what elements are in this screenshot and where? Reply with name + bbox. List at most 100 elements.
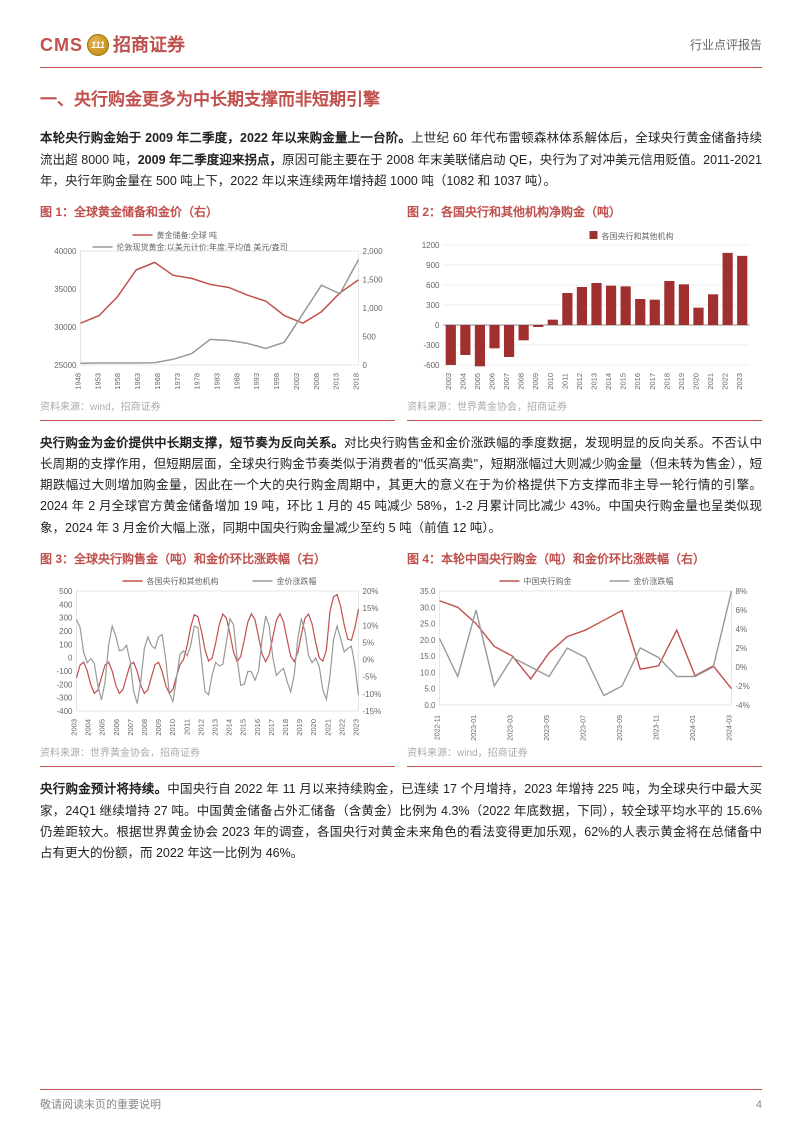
svg-text:2022: 2022 [337, 719, 346, 736]
chart3-svg: 各国央行和其他机构金价涨跌幅-400-300-200-1000100200300… [40, 573, 395, 743]
svg-text:35.0: 35.0 [420, 587, 436, 596]
svg-text:500: 500 [59, 587, 73, 596]
svg-text:1958: 1958 [113, 373, 122, 390]
page-number: 4 [756, 1096, 762, 1115]
chart-4: 图 4：本轮中国央行购金（吨）和金价环比涨跌幅（右） 中国央行购金金价涨跌幅0.… [407, 549, 762, 777]
svg-text:1948: 1948 [74, 373, 83, 390]
logo-en: CMS [40, 30, 83, 61]
report-type: 行业点评报告 [690, 35, 762, 55]
svg-text:300: 300 [59, 614, 73, 623]
svg-text:300: 300 [426, 301, 440, 310]
svg-text:2023-11: 2023-11 [654, 715, 661, 740]
svg-text:2024-01: 2024-01 [690, 715, 697, 741]
chart2-source: 资料来源：世界黄金协会，招商证券 [407, 397, 762, 421]
svg-text:2003: 2003 [444, 373, 453, 390]
svg-text:600: 600 [426, 281, 440, 290]
svg-text:1983: 1983 [213, 373, 222, 390]
svg-text:-600: -600 [423, 361, 440, 370]
logo-badge-icon: 111 [87, 34, 109, 56]
svg-text:200: 200 [59, 627, 73, 636]
svg-text:-400: -400 [56, 707, 73, 716]
svg-text:2,000: 2,000 [363, 247, 384, 256]
svg-text:2008: 2008 [312, 373, 321, 390]
svg-text:-200: -200 [56, 681, 73, 690]
svg-text:1200: 1200 [422, 241, 440, 250]
svg-text:2010: 2010 [168, 719, 177, 736]
svg-text:0: 0 [68, 654, 73, 663]
svg-text:900: 900 [426, 261, 440, 270]
chart3-source: 资料来源：世界黄金协会，招商证券 [40, 743, 395, 767]
svg-text:20.0: 20.0 [420, 636, 436, 645]
svg-text:2013: 2013 [211, 719, 220, 736]
svg-text:2019: 2019 [295, 719, 304, 736]
p1-bold2: 2009 年二季度迎来拐点， [138, 153, 282, 167]
charts-row-1: 图 1：全球黄金储备和金价（右） 黄金储备:全球 吨伦敦现货黄金:以美元计价:年… [40, 202, 762, 430]
p3-bold: 央行购金预计将持续。 [40, 782, 167, 796]
svg-text:-5%: -5% [363, 673, 377, 682]
svg-text:2004: 2004 [458, 373, 467, 390]
svg-text:2023-03: 2023-03 [508, 715, 515, 741]
svg-text:2013: 2013 [332, 373, 341, 390]
svg-text:2011: 2011 [182, 719, 191, 735]
svg-text:1988: 1988 [232, 373, 241, 390]
p2-text: 对比央行购售金和金价涨跌幅的季度数据，发现明显的反向关系。不否认中长周期的支撑作… [40, 436, 762, 535]
svg-text:5%: 5% [363, 639, 375, 648]
svg-text:2018: 2018 [281, 719, 290, 736]
svg-text:2012: 2012 [575, 373, 584, 390]
svg-text:2020: 2020 [692, 373, 701, 390]
svg-text:10.0: 10.0 [420, 669, 436, 678]
svg-text:2014: 2014 [225, 719, 234, 736]
svg-text:0: 0 [435, 321, 440, 330]
svg-text:1953: 1953 [93, 373, 102, 390]
svg-text:20%: 20% [363, 587, 379, 596]
svg-text:0: 0 [363, 361, 368, 370]
svg-text:黄金储备:全球 吨: 黄金储备:全球 吨 [157, 230, 217, 240]
chart1-title: 图 1：全球黄金储备和金价（右） [40, 202, 395, 222]
svg-text:1978: 1978 [193, 373, 202, 390]
paragraph-3: 央行购金预计将持续。中国央行自 2022 年 11 月以来持续购金，已连续 17… [40, 779, 762, 864]
svg-text:金价涨跌幅: 金价涨跌幅 [634, 576, 674, 586]
svg-text:1993: 1993 [252, 373, 261, 390]
svg-text:500: 500 [363, 332, 377, 341]
svg-text:-100: -100 [56, 667, 73, 676]
chart-1: 图 1：全球黄金储备和金价（右） 黄金储备:全球 吨伦敦现货黄金:以美元计价:年… [40, 202, 395, 430]
svg-text:2018: 2018 [352, 373, 361, 390]
svg-text:2015: 2015 [619, 373, 628, 390]
svg-text:中国央行购金: 中国央行购金 [524, 576, 572, 586]
svg-text:2014: 2014 [604, 373, 613, 390]
svg-text:2016: 2016 [253, 719, 262, 736]
p2-bold: 央行购金为金价提供中长期支撑，短节奏为反向关系。 [40, 436, 344, 450]
svg-text:0.0: 0.0 [424, 701, 436, 710]
svg-text:2%: 2% [736, 644, 748, 653]
svg-text:2022: 2022 [721, 373, 730, 390]
svg-text:15.0: 15.0 [420, 652, 436, 661]
svg-text:-4%: -4% [736, 701, 750, 710]
chart3-title: 图 3：全球央行购售金（吨）和金价环比涨跌幅（右） [40, 549, 395, 569]
page-header: CMS 111 招商证券 行业点评报告 [40, 30, 762, 68]
svg-text:2023: 2023 [735, 373, 744, 390]
svg-text:2021: 2021 [323, 719, 332, 736]
svg-text:30.0: 30.0 [420, 604, 436, 613]
chart2-title: 图 2：各国央行和其他机构净购金（吨） [407, 202, 762, 222]
svg-text:2023-09: 2023-09 [617, 715, 624, 741]
footer-note: 敬请阅读末页的重要说明 [40, 1096, 161, 1115]
svg-text:1968: 1968 [153, 373, 162, 390]
paragraph-2: 央行购金为金价提供中长期支撑，短节奏为反向关系。对比央行购售金和金价涨跌幅的季度… [40, 433, 762, 539]
svg-text:2019: 2019 [677, 373, 686, 390]
svg-text:2015: 2015 [239, 719, 248, 736]
svg-text:2010: 2010 [546, 373, 555, 390]
svg-text:1973: 1973 [173, 373, 182, 390]
svg-text:2008: 2008 [140, 719, 149, 736]
logo: CMS 111 招商证券 [40, 30, 185, 61]
svg-text:-10%: -10% [363, 690, 382, 699]
svg-text:1,000: 1,000 [363, 304, 384, 313]
svg-text:2023: 2023 [352, 719, 361, 736]
section-title: 一、央行购金更多为中长期支撑而非短期引擎 [40, 86, 762, 115]
svg-text:各国央行和其他机构: 各国央行和其他机构 [147, 576, 219, 586]
svg-text:6%: 6% [736, 606, 748, 615]
svg-text:2006: 2006 [488, 373, 497, 390]
chart-2: 图 2：各国央行和其他机构净购金（吨） 各国央行和其他机构-600-300030… [407, 202, 762, 430]
svg-text:2008: 2008 [517, 373, 526, 390]
chart1-source: 资料来源：wind，招商证券 [40, 397, 395, 421]
svg-text:30000: 30000 [54, 323, 77, 332]
